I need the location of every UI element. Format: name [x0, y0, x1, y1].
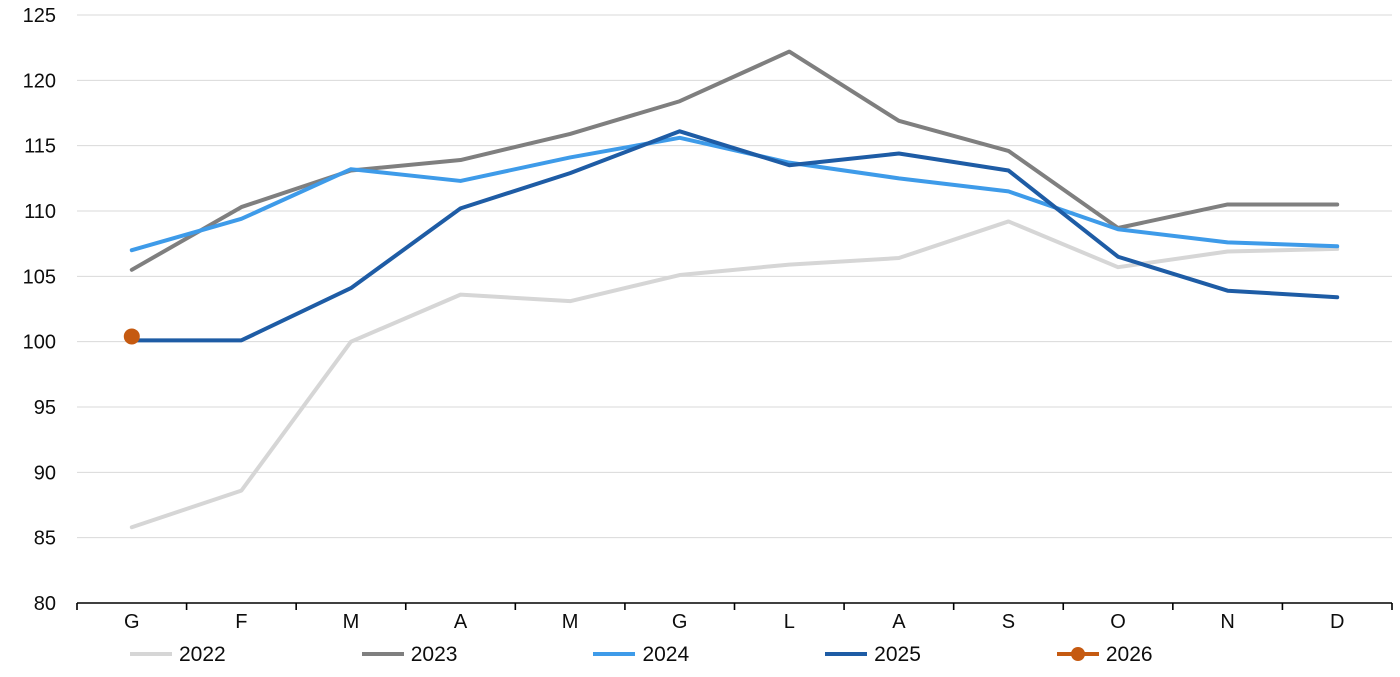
x-axis-label: G: [672, 611, 688, 633]
x-axis-label: O: [1110, 611, 1126, 633]
series-line-2025: [129, 129, 1340, 343]
series-line-2024: [129, 135, 1340, 253]
legend-label: 2025: [874, 642, 921, 666]
legend-item-2023: 2023: [360, 642, 458, 666]
legend-label: 2024: [642, 642, 690, 666]
y-axis-label: 105: [23, 266, 56, 288]
legend-item-2025: 2025: [823, 644, 921, 665]
chart-legend: 2022 2023 2024 2025 2026: [0, 634, 1400, 674]
series-point-2026: [123, 328, 140, 345]
line-chart: 80 85 90 95 100 105 110 115 120 125 G F M A M G L A S O N D: [23, 5, 1393, 633]
x-axis-label: A: [892, 611, 906, 633]
legend-item-2022: 2022: [128, 644, 226, 665]
x-axis-label: D: [1330, 611, 1344, 633]
x-axis-label: M: [562, 611, 579, 633]
legend-line-swatch: [361, 652, 404, 656]
legend-line-swatch: [130, 652, 172, 656]
y-axis-label: 110: [24, 201, 56, 223]
legend-label: 2026: [1105, 642, 1153, 666]
y-axis-label: 80: [34, 593, 56, 615]
y-axis-label: 85: [34, 528, 56, 550]
x-axis-label: F: [235, 611, 247, 633]
x-axis-label: S: [1002, 611, 1015, 633]
x-axis-label: L: [784, 611, 795, 633]
legend-item-2026: 2026: [1055, 644, 1153, 665]
y-axis-label: 120: [23, 70, 56, 92]
series-line-2023: [129, 49, 1340, 272]
x-axis-label: M: [343, 611, 360, 633]
y-axis-label: 90: [34, 462, 56, 484]
x-axis-label: G: [124, 611, 140, 633]
y-axis-label: 125: [23, 5, 56, 27]
legend-line-marker-swatch: [1056, 647, 1099, 661]
y-axis-label: 95: [34, 397, 56, 419]
legend-line-swatch: [825, 652, 868, 656]
legend-label: 2023: [410, 642, 458, 666]
x-axis-label: N: [1220, 611, 1234, 633]
legend-line-swatch: [593, 652, 636, 656]
legend-item-2024: 2024: [591, 644, 689, 665]
y-axis-label: 100: [23, 332, 56, 354]
series-line-2022: [129, 219, 1340, 530]
legend-label: 2022: [179, 642, 226, 666]
x-axis-label: A: [454, 611, 468, 633]
y-axis-label: 115: [24, 136, 56, 158]
